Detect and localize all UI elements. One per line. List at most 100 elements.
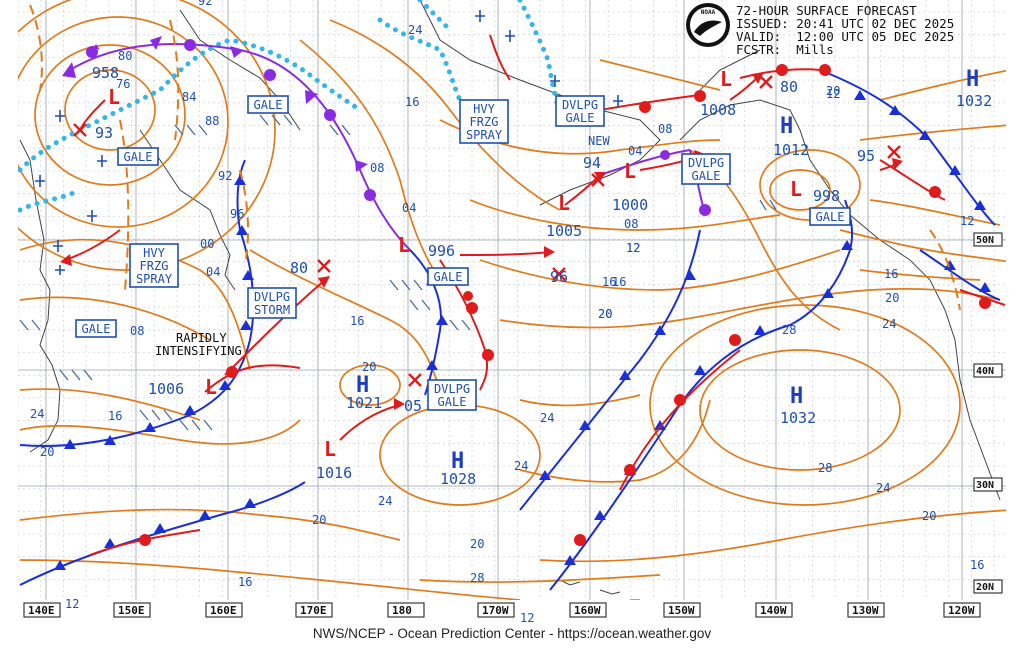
latitude-labels: 50N 40N 30N 20N	[973, 232, 1003, 594]
svg-text:NOAA: NOAA	[701, 9, 716, 16]
forecast-title: 72-HOUR SURFACE FORECAST	[736, 3, 917, 18]
isobar-label: 24	[882, 317, 896, 331]
isobar-label: 12	[626, 241, 640, 255]
cold-front-triangle	[854, 90, 866, 100]
cold-front-triangle	[944, 260, 956, 270]
low-center-markers: L L L L L L L L	[108, 67, 802, 461]
warning-box: GALE	[247, 95, 289, 114]
cold-front-triangle	[240, 320, 252, 330]
valid-time: VALID: 12:00 UTC 05 DEC 2025	[736, 29, 955, 44]
isobar-label: 16	[350, 314, 364, 328]
warning-text: DVLPG	[254, 290, 290, 304]
cold-front-triangle	[199, 510, 211, 520]
high-pressure-label: 1032	[956, 92, 992, 110]
isobar-label: 12	[626, 241, 640, 255]
wind-barbs	[19, 114, 837, 431]
cold-front-triangle	[619, 370, 631, 380]
isobar-label: 24	[30, 407, 44, 421]
isobar-label: 20	[922, 509, 936, 523]
isobar-label: 16	[108, 409, 122, 423]
svg-text:H: H	[780, 114, 793, 139]
cold-front-triangle	[754, 325, 766, 335]
isobar-label: 12	[520, 611, 534, 625]
warning-text: GALE	[692, 169, 721, 183]
rapidly-label: RAPIDLY	[176, 331, 227, 345]
forecast-pressure-label: 96	[550, 268, 568, 286]
warning-text: GALE	[124, 150, 153, 164]
isobar-label: 20	[312, 513, 326, 527]
longitude-labels: 140E 150E 160E 170E 180 170W 160W 150W 140W 130W 1…	[23, 602, 981, 618]
warning-text: GALE	[254, 98, 283, 112]
isobar-labels: 92 80 76 84 88 92 96 00 04 08 16 24 08 04 12 16 20 24 28 16…	[30, 0, 984, 625]
isobar-label: 84	[182, 90, 196, 104]
high-pressure-label: 1012	[773, 141, 809, 159]
cold-front-triangle	[219, 380, 231, 390]
isobar-label: 16	[884, 267, 898, 281]
longitude-label: 130W	[852, 604, 879, 617]
cold-front-triangle	[144, 422, 156, 432]
isobar-label: 88	[205, 114, 219, 128]
svg-text:L: L	[720, 67, 732, 91]
forecast-pressure-label: 80	[290, 259, 308, 277]
isobar-label: 16	[612, 275, 626, 289]
low-pressure-label: 1006	[148, 380, 184, 398]
warning-text: DVLPG	[688, 156, 724, 170]
longitude-label: 160W	[574, 604, 601, 617]
longitude-label-box	[477, 602, 515, 618]
cold-front-triangle	[236, 225, 248, 235]
issued-time: ISSUED: 20:41 UTC 02 DEC 2025	[736, 16, 955, 31]
cold-front-triangle	[184, 405, 196, 415]
isobar-label: 16	[970, 558, 984, 572]
isobar-label: 16	[602, 275, 616, 289]
high-pressure-label: 1032	[780, 409, 816, 427]
longitude-label: 180	[392, 604, 412, 617]
svg-text:20N: 20N	[976, 582, 994, 593]
low-pressure-label: 1008	[700, 101, 736, 119]
isobar-label: 24	[378, 494, 392, 508]
cold-front-triangle	[841, 240, 853, 250]
isobar-label: 08	[624, 217, 638, 231]
cold-front-triangle	[104, 538, 116, 548]
warning-text: GALE	[438, 395, 467, 409]
warning-text: GALE	[82, 322, 111, 336]
cold-front-triangle	[822, 288, 834, 298]
low-pressure-label: 1005	[546, 222, 582, 240]
svg-text:L: L	[790, 177, 802, 201]
warning-text: SPRAY	[136, 272, 173, 286]
isobar-label: 12	[960, 214, 974, 228]
longitude-label: 170E	[300, 604, 327, 617]
warning-text: FRZG	[470, 115, 499, 129]
forecast-pressure-label: 93	[95, 124, 113, 142]
longitude-label-box	[755, 602, 793, 618]
low-pressure-label: 998	[813, 187, 840, 205]
isobar-label: 92	[218, 169, 232, 183]
isobar-label: 24	[540, 411, 554, 425]
low-pressure-label: 958	[92, 64, 119, 82]
longitude-label: 150E	[118, 604, 145, 617]
cold-front-triangle	[54, 560, 66, 570]
intensifying-label: INTENSIFYING	[155, 344, 242, 358]
longitude-label: 140E	[28, 604, 55, 617]
warning-text: GALE	[566, 111, 595, 125]
high-center-markers: H H H H H	[356, 67, 979, 474]
longitude-label: 170W	[482, 604, 509, 617]
cold-front-triangle	[154, 523, 166, 533]
cold-front-triangle	[949, 165, 961, 175]
cold-front-triangle	[426, 360, 438, 370]
cold-front-triangle	[234, 175, 246, 185]
cold-front-triangle	[684, 270, 696, 280]
cold-front-triangle	[919, 130, 931, 140]
svg-text:50N: 50N	[976, 235, 994, 246]
longitude-label-box	[205, 602, 243, 618]
warning-text: GALE	[434, 270, 463, 284]
cold-front-triangle	[539, 470, 551, 480]
forecast-pressure-label: 80	[780, 78, 798, 96]
annotations: RAPIDLY INTENSIFYING NEW	[155, 134, 610, 358]
warning-text: STORM	[254, 303, 290, 317]
warning-text: DVLPG	[434, 382, 470, 396]
isobar-label: 20	[40, 445, 54, 459]
isobar-label: 16	[405, 95, 419, 109]
cold-front-triangle	[694, 365, 706, 375]
